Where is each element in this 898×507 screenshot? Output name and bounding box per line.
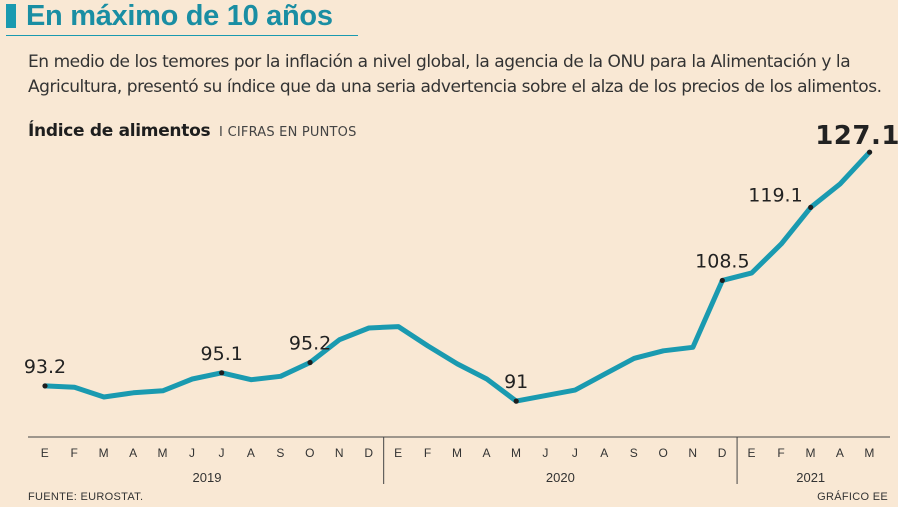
- data-label: 95.2: [289, 332, 331, 354]
- chart-heading: Índice de alimentos I CIFRAS EN PUNTOS: [28, 121, 357, 141]
- x-tick-label: F: [777, 446, 785, 460]
- data-point-marker: [513, 398, 519, 404]
- data-label: 108.5: [695, 250, 749, 272]
- title-underline: [6, 35, 358, 36]
- x-tick-label: J: [189, 446, 196, 460]
- x-tick-label: E: [748, 446, 757, 460]
- x-tick-label: E: [394, 446, 403, 460]
- year-label: 2020: [546, 470, 575, 485]
- chart-title: Índice de alimentos: [28, 121, 211, 141]
- page-title: En máximo de 10 años: [26, 0, 333, 32]
- data-label: 119.1: [748, 184, 802, 206]
- chart-heading-separator: I: [219, 125, 223, 140]
- data-label: 93.2: [24, 356, 66, 378]
- x-tick-label: O: [659, 446, 669, 460]
- data-point-marker: [867, 149, 873, 155]
- x-tick-label: M: [511, 446, 522, 460]
- x-tick-label: M: [158, 446, 169, 460]
- data-label: 95.1: [201, 343, 243, 365]
- x-tick-label: D: [718, 446, 727, 460]
- source-note: FUENTE: EUROSTAT.: [28, 491, 144, 503]
- data-label: 91: [504, 371, 528, 393]
- x-tick-label: J: [542, 446, 549, 460]
- x-tick-label: M: [452, 446, 463, 460]
- x-tick-label: F: [424, 446, 432, 460]
- page-subtitle: En medio de los temores por la inflación…: [28, 52, 882, 97]
- data-point-marker: [42, 383, 48, 389]
- x-tick-label: D: [364, 446, 373, 460]
- x-tick-label: M: [99, 446, 110, 460]
- data-point-marker: [307, 359, 313, 366]
- x-tick-label: N: [688, 446, 697, 460]
- data-point-marker: [719, 277, 725, 284]
- x-tick-label: J: [218, 446, 225, 460]
- x-tick-label: M: [805, 446, 816, 460]
- x-tick-label: A: [247, 446, 256, 460]
- x-tick-label: E: [41, 446, 50, 460]
- series-line: [42, 149, 873, 404]
- x-tick-label: S: [630, 446, 639, 460]
- year-label: 2021: [796, 470, 825, 485]
- year-label: 2019: [193, 470, 222, 485]
- x-tick-label: A: [600, 446, 609, 460]
- x-tick-label: A: [836, 446, 845, 460]
- data-label: 127.1: [815, 121, 898, 151]
- chart-units-label: CIFRAS EN PUNTOS: [227, 125, 357, 140]
- x-tick-label: F: [71, 446, 79, 460]
- x-tick-label: S: [276, 446, 285, 460]
- data-point-marker: [808, 204, 814, 210]
- graphic-credit: GRÁFICO EE: [817, 491, 888, 503]
- x-tick-label: A: [129, 446, 138, 460]
- title-accent-bar: [6, 4, 16, 28]
- x-tick-label: M: [864, 446, 875, 460]
- x-tick-label: J: [572, 446, 579, 460]
- data-point-marker: [219, 370, 225, 376]
- x-tick-label: N: [335, 446, 344, 460]
- x-tick-label: O: [305, 446, 315, 460]
- x-tick-label: A: [482, 446, 491, 460]
